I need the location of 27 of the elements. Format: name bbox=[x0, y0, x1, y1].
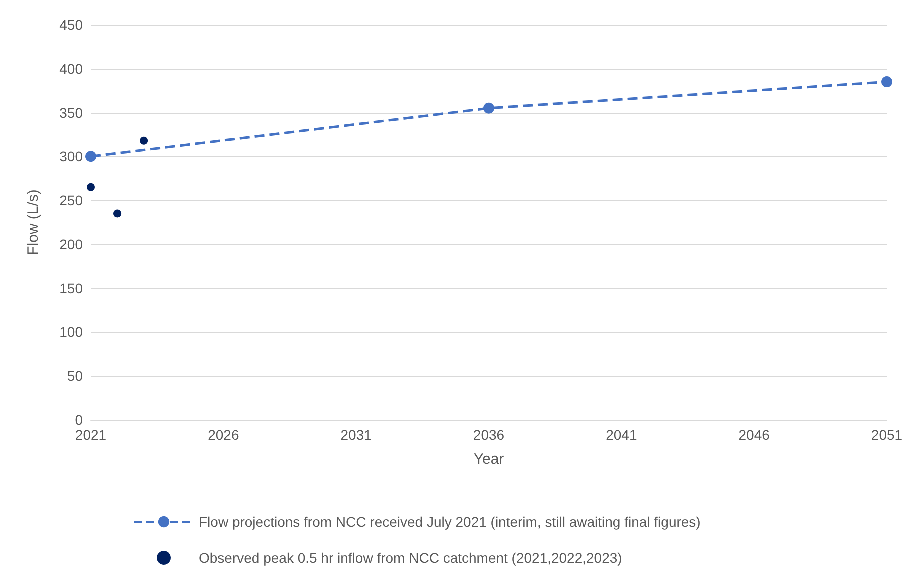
x-tick-label: 2036 bbox=[473, 427, 505, 443]
y-tick-label: 0 bbox=[75, 412, 84, 428]
legend-label: Observed peak 0.5 hr inflow from NCC catchment (2021,2022,2023) bbox=[199, 550, 622, 566]
x-tick-label: 2046 bbox=[738, 427, 770, 443]
point bbox=[140, 136, 148, 145]
x-tick-label: 2041 bbox=[606, 427, 638, 443]
y-tick-label: 300 bbox=[60, 148, 84, 165]
x-tick-label: 2031 bbox=[340, 427, 372, 443]
x-tick-label: 2021 bbox=[75, 427, 107, 443]
point bbox=[86, 151, 96, 162]
x-tick-label: 2026 bbox=[208, 427, 240, 443]
y-tick-label: 150 bbox=[60, 280, 84, 296]
legend-label: Flow projections from NCC received July 2021 (interim, still awaiting final figures) bbox=[199, 514, 701, 530]
x-axis-title: Year bbox=[474, 451, 504, 468]
x-tick-label: 2051 bbox=[871, 427, 903, 443]
point bbox=[484, 102, 494, 114]
point bbox=[114, 210, 122, 218]
point bbox=[882, 76, 892, 88]
y-tick-label: 250 bbox=[60, 192, 84, 209]
y-tick-label: 450 bbox=[60, 17, 84, 33]
point bbox=[87, 183, 95, 192]
y-axis-title: Flow (L/s) bbox=[25, 190, 42, 256]
y-tick-label: 400 bbox=[60, 60, 84, 77]
y-tick-label: 200 bbox=[60, 236, 84, 252]
y-tick-label: 100 bbox=[60, 324, 84, 340]
y-tick-label: 50 bbox=[67, 368, 84, 384]
y-tick-label: 350 bbox=[60, 104, 84, 121]
